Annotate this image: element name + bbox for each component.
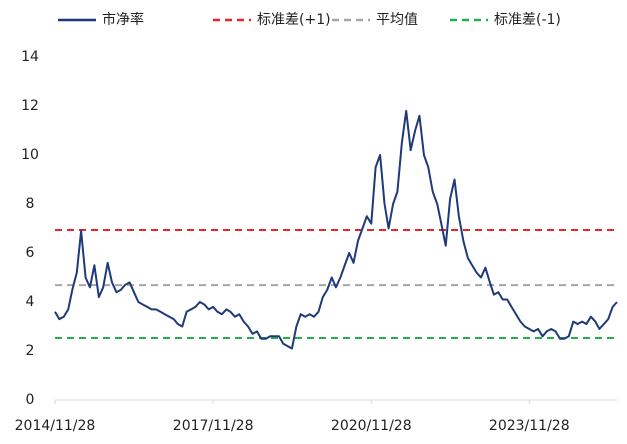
y-tick-label: 0: [26, 392, 35, 408]
x-tick-label: 2014/11/28: [15, 418, 96, 434]
data-line: [54, 109, 618, 350]
legend-label: 标准差(-1): [494, 12, 561, 28]
y-tick-label: 2: [26, 343, 35, 359]
legend-label: 标准差(+1): [257, 12, 331, 28]
y-tick-label: 4: [26, 294, 35, 310]
x-tick-label: 2017/11/28: [173, 418, 254, 434]
y-tick-label: 12: [21, 98, 39, 114]
y-tick-label: 10: [21, 147, 39, 163]
legend-label: 平均值: [376, 12, 418, 28]
x-tick-label: 2020/11/28: [331, 418, 412, 434]
y-tick-label: 6: [26, 245, 35, 261]
y-tick-label: 8: [26, 196, 35, 212]
x-tick-label: 2023/11/28: [489, 418, 570, 434]
legend-label: 市净率: [102, 11, 144, 28]
y-tick-label: 14: [21, 49, 39, 65]
